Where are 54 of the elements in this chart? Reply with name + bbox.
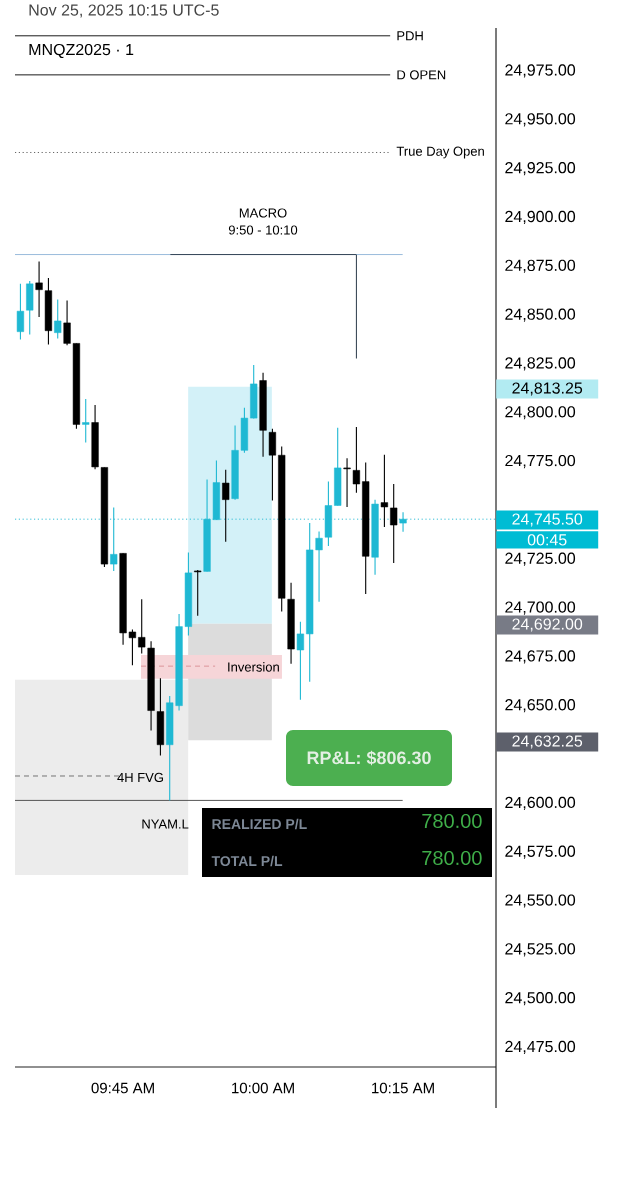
candlestick [352, 426, 360, 494]
candlestick [390, 483, 398, 564]
annotation: REALIZED P/L [212, 818, 307, 830]
candlestick [54, 298, 62, 340]
y-tick-label: 24,500.00 [505, 992, 576, 1006]
text: 24,745.50 [512, 513, 583, 527]
y-tick-label: 24,525.00 [505, 943, 576, 957]
annotation: MACRO [239, 208, 287, 218]
y-tick-label: 24,800.00 [505, 406, 576, 420]
y-tick-label: 24,925.00 [505, 162, 576, 176]
x-tick-label: 09:45 AM [91, 1082, 154, 1094]
text: MNQZ2025 · 1 [29, 43, 134, 59]
candlestick [35, 260, 43, 318]
candlestick [268, 428, 277, 502]
candlestick [296, 621, 304, 701]
annotation: 780.00 [422, 813, 482, 829]
x-tick-label: 10:15 AM [372, 1082, 434, 1094]
ref-line-label: D OPEN [397, 70, 446, 80]
candlestick [194, 569, 202, 617]
y-tick-label: 24,900.00 [505, 210, 576, 225]
y-tick-label: 24,575.00 [505, 845, 576, 859]
y-tick-label: 24,650.00 [505, 699, 576, 713]
ref-line-label: PDH [397, 31, 423, 41]
text: 24,692.00 [512, 618, 583, 632]
y-tick-label: 24,875.00 [505, 259, 576, 273]
candlestick [343, 457, 351, 508]
y-tick-label: 24,725.00 [505, 552, 576, 566]
annotation: TOTAL P/L [211, 855, 283, 867]
annotation: 780.00 [422, 850, 482, 866]
ref-line-label: NYAM.L [142, 819, 189, 829]
y-tick-label: 24,775.00 [505, 454, 576, 469]
y-tick-label: 24,475.00 [505, 1040, 576, 1055]
chart-subtitle: Nov 25, 2025 10:15 UTC-5 [29, 4, 219, 18]
y-tick-label: 24,675.00 [505, 650, 576, 664]
y-tick-label: 24,850.00 [505, 308, 576, 322]
y-tick-label: 24,950.00 [505, 113, 576, 127]
text: 24,632.25 [512, 735, 583, 749]
candlestick [16, 283, 25, 341]
candlestick [380, 454, 388, 528]
annotation: 9:50 - 10:10 [228, 225, 298, 235]
candlestick [82, 398, 90, 444]
annotation: RP&L: $806.30 [307, 750, 431, 766]
candlestick [222, 469, 230, 543]
band-label: Inversion [228, 662, 279, 672]
y-tick-label: 24,825.00 [505, 357, 576, 371]
text: 24,813.25 [512, 382, 583, 396]
y-tick-label: 24,975.00 [505, 64, 576, 78]
y-tick-label: 24,550.00 [505, 894, 576, 908]
y-tick-label: 24,700.00 [505, 601, 576, 615]
text: 00:45 [527, 534, 567, 546]
ref-line-label: True Day Open [396, 146, 484, 159]
x-tick-label: 10:00 AM [232, 1082, 294, 1094]
band-label: 4H FVG [117, 772, 163, 783]
y-tick-label: 24,600.00 [505, 796, 576, 810]
